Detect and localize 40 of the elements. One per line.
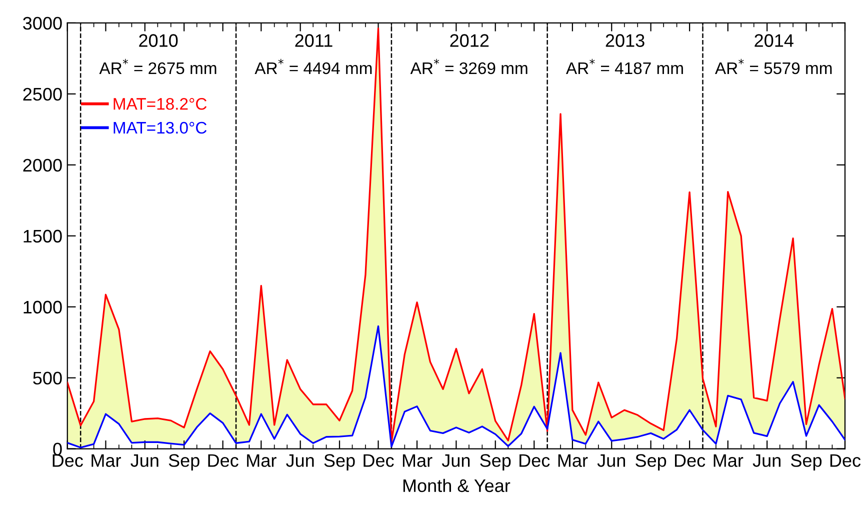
x-tick-label: Dec [52, 454, 83, 467]
y-tick-label: 2500 [23, 88, 62, 101]
x-tick-label: Jun [752, 454, 780, 467]
x-tick-label: Jun [442, 454, 470, 467]
x-tick-label: Jun [286, 454, 314, 467]
annotation: 2014 [754, 34, 794, 47]
annotation: AR$^{*}$ = 4494 mm [254, 58, 372, 74]
annotation: AR$^{*}$ = 3269 mm [410, 58, 528, 74]
annotation: AR$^{*}$ = 2675 mm [99, 58, 216, 74]
x-tick-label: Mar [558, 454, 588, 467]
x-axis-title: Month & Year [403, 478, 510, 492]
x-tick-label: Jun [130, 454, 158, 467]
x-tick-label: Mar [247, 454, 276, 467]
annotation: 2012 [450, 34, 489, 47]
legend-label: MAT=18.2°C [114, 98, 207, 110]
x-tick-label: Sep [636, 454, 666, 470]
x-tick-label: Sep [324, 454, 355, 470]
annotation: AR$^{*}$ = 4187 mm [566, 58, 683, 74]
y-tick-label: 500 [33, 372, 62, 385]
annotation: 2011 [295, 34, 332, 47]
x-tick-label: Sep [791, 454, 822, 470]
annotation: AR$^{*}$ = 5579 mm [714, 58, 832, 74]
x-tick-label: Dec [520, 454, 550, 467]
x-tick-label: Dec [208, 454, 238, 467]
x-tick-label: Dec [830, 454, 861, 467]
annotation: 2013 [606, 34, 644, 47]
x-tick-label: Dec [364, 454, 394, 467]
y-tick-label: 1000 [24, 300, 62, 314]
x-tick-label: Sep [480, 454, 511, 470]
x-tick-label: Mar [402, 454, 432, 467]
annotation: 2010 [139, 34, 178, 47]
x-tick-label: Sep [168, 454, 200, 470]
x-tick-label: Mar [92, 454, 121, 467]
x-tick-label: Mar [714, 454, 744, 467]
legend-label: MAT=13.0°C [114, 122, 207, 134]
y-tick-label: 3000 [23, 16, 62, 30]
y-tick-label: 2000 [23, 158, 62, 172]
x-tick-label: Dec [674, 454, 706, 467]
y-tick-label: 1500 [24, 230, 62, 243]
x-tick-label: Jun [597, 454, 626, 467]
